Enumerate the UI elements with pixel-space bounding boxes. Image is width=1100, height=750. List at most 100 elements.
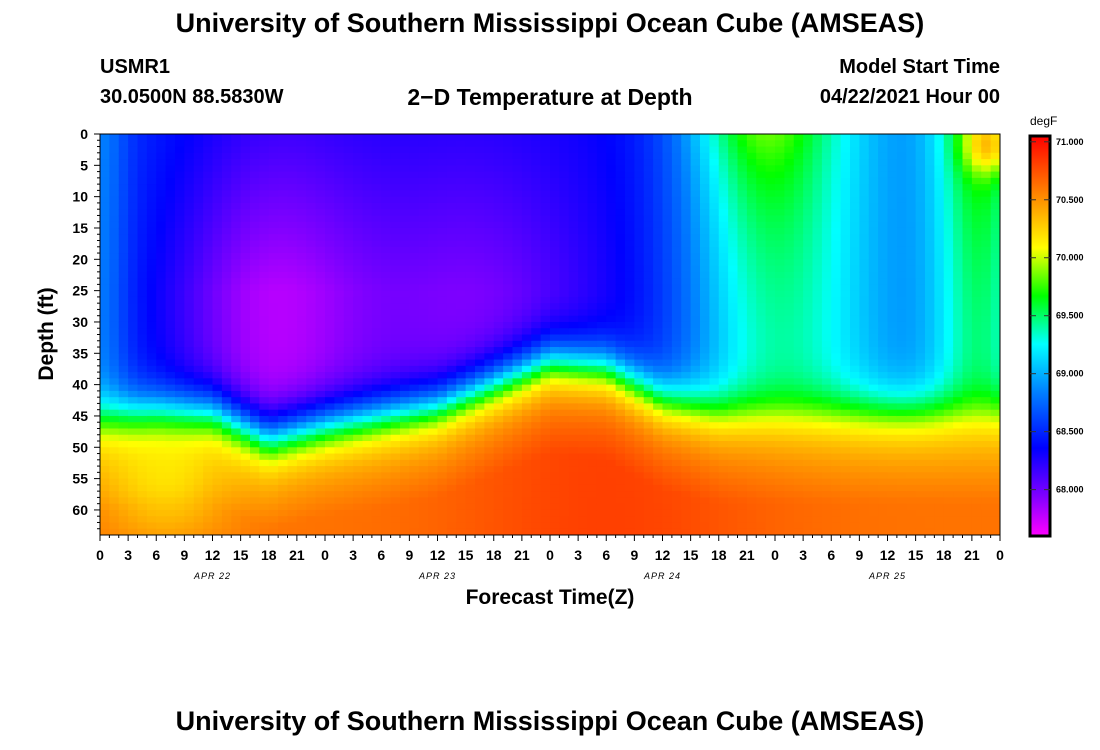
heatmap-cell	[268, 190, 279, 198]
heatmap-cell	[109, 196, 120, 204]
heatmap-cell	[578, 165, 589, 173]
heatmap-cell	[512, 146, 523, 154]
heatmap-cell	[203, 422, 214, 430]
heatmap-cell	[484, 284, 495, 292]
heatmap-cell	[437, 146, 448, 154]
heatmap-cell	[268, 253, 279, 260]
heatmap-cell	[428, 152, 439, 160]
heatmap-cell	[484, 171, 495, 179]
heatmap-cell	[437, 378, 448, 386]
heatmap-cell	[671, 415, 682, 423]
heatmap-cell	[100, 159, 110, 166]
heatmap-cell	[353, 340, 364, 348]
heatmap-cell	[700, 472, 710, 480]
heatmap-cell	[484, 491, 495, 499]
heatmap-cell	[521, 215, 532, 223]
heatmap-cell	[653, 146, 664, 154]
heatmap-cell	[606, 390, 617, 398]
heatmap-cell	[325, 472, 335, 480]
heatmap-cell	[634, 390, 645, 398]
heatmap-cell	[287, 265, 298, 273]
heatmap-cell	[306, 227, 317, 235]
heatmap-cell	[409, 309, 420, 317]
heatmap-cell	[250, 378, 260, 386]
heatmap-cell	[465, 321, 476, 329]
heatmap-cell	[531, 403, 542, 411]
heatmap-cell	[156, 296, 167, 304]
heatmap-cell	[493, 227, 504, 235]
heatmap-cell	[746, 434, 757, 442]
heatmap-cell	[700, 397, 710, 405]
heatmap-cell	[737, 403, 748, 411]
heatmap-cell	[718, 303, 729, 311]
heatmap-cell	[165, 315, 176, 323]
heatmap-cell	[231, 209, 242, 217]
heatmap-cell	[793, 221, 804, 229]
heatmap-cell	[128, 190, 139, 198]
heatmap-cell	[343, 240, 354, 248]
heatmap-cell	[137, 516, 148, 524]
heatmap-cell	[156, 397, 167, 405]
heatmap-cell	[746, 441, 757, 448]
heatmap-cell	[268, 453, 279, 461]
heatmap-cell	[353, 328, 364, 336]
heatmap-cell	[353, 409, 364, 417]
heatmap-cell	[203, 134, 214, 141]
heatmap-cell	[381, 215, 392, 223]
heatmap-cell	[418, 196, 429, 204]
heatmap-cell	[400, 353, 410, 361]
heatmap-cell	[306, 334, 317, 342]
heatmap-cell	[568, 340, 579, 348]
heatmap-cell	[512, 165, 523, 173]
heatmap-cell	[250, 171, 260, 179]
heatmap-cell	[493, 478, 504, 486]
heatmap-cell	[465, 265, 476, 273]
heatmap-cell	[334, 246, 345, 254]
heatmap-cell	[437, 409, 448, 417]
heatmap-cell	[315, 422, 326, 430]
heatmap-cell	[100, 428, 110, 436]
heatmap-cell	[671, 215, 682, 223]
heatmap-cell	[737, 428, 748, 436]
heatmap-cell	[587, 202, 598, 210]
heatmap-cell	[334, 284, 345, 292]
heatmap-cell	[662, 221, 673, 229]
heatmap-cell	[700, 509, 710, 517]
heatmap-cell	[671, 177, 682, 185]
heatmap-cell	[203, 484, 214, 492]
heatmap-cell	[662, 528, 673, 535]
heatmap-cell	[596, 315, 607, 323]
heatmap-cell	[821, 221, 832, 229]
heatmap-cell	[296, 428, 307, 436]
heatmap-cell	[371, 196, 382, 204]
heatmap-cell	[353, 152, 364, 160]
heatmap-cell	[184, 497, 195, 505]
heatmap-cell	[775, 278, 785, 285]
heatmap-cell	[484, 528, 495, 535]
heatmap-cell	[221, 334, 232, 342]
heatmap-cell	[709, 353, 720, 361]
heatmap-cell	[428, 328, 439, 336]
heatmap-cell	[278, 303, 289, 311]
heatmap-cell	[400, 453, 410, 461]
heatmap-cell	[690, 516, 701, 524]
heatmap-cell	[793, 315, 804, 323]
heatmap-cell	[475, 290, 485, 298]
heatmap-cell	[606, 447, 617, 455]
heatmap-cell	[371, 227, 382, 235]
heatmap-cell	[662, 347, 673, 354]
heatmap-cell	[756, 290, 767, 298]
heatmap-cell	[718, 528, 729, 535]
heatmap-cell	[400, 441, 410, 448]
heatmap-cell	[381, 478, 392, 486]
heatmap-cell	[484, 397, 495, 405]
heatmap-cell	[371, 152, 382, 160]
heatmap-cell	[484, 159, 495, 166]
heatmap-cell	[746, 240, 757, 248]
heatmap-cell	[428, 134, 439, 141]
heatmap-cell	[325, 422, 335, 430]
heatmap-cell	[718, 390, 729, 398]
heatmap-cell	[475, 259, 485, 267]
heatmap-cell	[343, 146, 354, 154]
heatmap-cell	[568, 184, 579, 191]
